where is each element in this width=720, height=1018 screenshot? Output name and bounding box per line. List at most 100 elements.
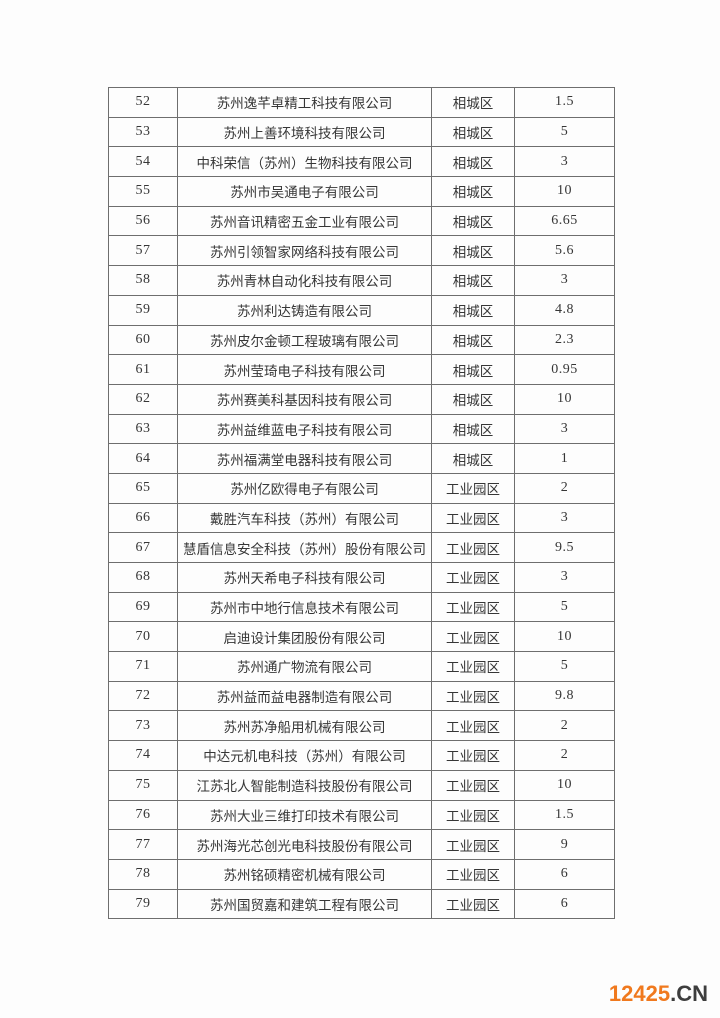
cell-company-name: 苏州大业三维打印技术有限公司 [177,799,432,831]
cell-row-number: 78 [108,858,178,890]
cell-row-number: 71 [108,651,178,682]
table-row: 53 苏州上善环境科技有限公司 相城区 5 [108,116,615,148]
table-row: 68 苏州天希电子科技有限公司 工业园区 3 [108,562,615,593]
cell-row-number: 77 [108,829,178,860]
cell-district: 工业园区 [431,502,515,534]
cell-district: 相城区 [431,413,515,445]
cell-district: 相城区 [431,235,515,267]
cell-amount: 9.8 [514,680,615,712]
cell-company-name: 苏州音讯精密五金工业有限公司 [177,205,432,237]
cell-row-number: 69 [108,591,178,623]
cell-district: 相城区 [431,354,515,385]
cell-row-number: 72 [108,680,178,712]
cell-row-number: 66 [108,502,178,534]
cell-row-number: 62 [108,383,178,415]
cell-company-name: 戴胜汽车科技（苏州）有限公司 [177,502,432,534]
cell-amount: 3 [514,502,615,534]
watermark: 12425.CN [609,983,708,1005]
cell-amount: 5 [514,116,615,148]
cell-company-name: 苏州益而益电器制造有限公司 [177,680,432,712]
cell-amount: 10 [514,176,615,207]
cell-amount: 6 [514,888,615,920]
table-row: 75 江苏北人智能制造科技股份有限公司 工业园区 10 [108,769,615,801]
cell-district: 工业园区 [431,621,515,653]
cell-row-number: 65 [108,472,178,504]
cell-company-name: 苏州铭硕精密机械有限公司 [177,858,432,890]
cell-row-number: 52 [108,87,178,118]
cell-company-name: 苏州逸芊卓精工科技有限公司 [177,87,432,118]
cell-amount: 6 [514,858,615,890]
table-row: 63 苏州益维蓝电子科技有限公司 相城区 3 [108,413,615,445]
cell-district: 相城区 [431,294,515,326]
cell-district: 相城区 [431,324,515,356]
cell-company-name: 苏州福满堂电器科技有限公司 [177,443,432,474]
cell-amount: 2 [514,472,615,504]
cell-company-name: 苏州海光芯创光电科技股份有限公司 [177,829,432,860]
cell-district: 工业园区 [431,472,515,504]
cell-amount: 2 [514,740,615,771]
cell-district: 相城区 [431,87,515,118]
cell-amount: 1 [514,443,615,474]
cell-amount: 9 [514,829,615,860]
cell-row-number: 67 [108,532,178,563]
table-row: 73 苏州苏净船用机械有限公司 工业园区 2 [108,710,615,742]
cell-amount: 2 [514,710,615,742]
cell-district: 工业园区 [431,888,515,920]
cell-company-name: 苏州赛美科基因科技有限公司 [177,383,432,415]
table-row: 56 苏州音讯精密五金工业有限公司 相城区 6.65 [108,205,615,237]
cell-amount: 10 [514,769,615,801]
table-row: 61 苏州莹琦电子科技有限公司 相城区 0.95 [108,354,615,385]
table-row: 77 苏州海光芯创光电科技股份有限公司 工业园区 9 [108,829,615,860]
cell-row-number: 53 [108,116,178,148]
cell-district: 工业园区 [431,769,515,801]
cell-row-number: 70 [108,621,178,653]
cell-company-name: 启迪设计集团股份有限公司 [177,621,432,653]
cell-company-name: 江苏北人智能制造科技股份有限公司 [177,769,432,801]
cell-company-name: 苏州利达铸造有限公司 [177,294,432,326]
cell-amount: 1.5 [514,87,615,118]
cell-company-name: 苏州天希电子科技有限公司 [177,562,432,593]
cell-company-name: 苏州益维蓝电子科技有限公司 [177,413,432,445]
cell-amount: 2.3 [514,324,615,356]
table-row: 59 苏州利达铸造有限公司 相城区 4.8 [108,294,615,326]
table-row: 78 苏州铭硕精密机械有限公司 工业园区 6 [108,858,615,890]
cell-amount: 4.8 [514,294,615,326]
table-row: 67 慧盾信息安全科技（苏州）股份有限公司 工业园区 9.5 [108,532,615,563]
table-row: 79 苏州国贸嘉和建筑工程有限公司 工业园区 6 [108,888,615,920]
cell-row-number: 75 [108,769,178,801]
cell-amount: 5 [514,591,615,623]
cell-row-number: 73 [108,710,178,742]
company-table: 52 苏州逸芊卓精工科技有限公司 相城区 1.5 53 苏州上善环境科技有限公司… [108,87,615,920]
cell-company-name: 苏州青林自动化科技有限公司 [177,265,432,296]
table-row: 60 苏州皮尔金顿工程玻璃有限公司 相城区 2.3 [108,324,615,356]
cell-row-number: 61 [108,354,178,385]
table-row: 74 中达元机电科技（苏州）有限公司 工业园区 2 [108,740,615,771]
cell-district: 工业园区 [431,799,515,831]
cell-row-number: 79 [108,888,178,920]
table-row: 76 苏州大业三维打印技术有限公司 工业园区 1.5 [108,799,615,831]
cell-amount: 10 [514,621,615,653]
cell-amount: 3 [514,413,615,445]
table-row: 64 苏州福满堂电器科技有限公司 相城区 1 [108,443,615,474]
cell-amount: 5 [514,651,615,682]
cell-row-number: 56 [108,205,178,237]
cell-row-number: 60 [108,324,178,356]
cell-row-number: 58 [108,265,178,296]
table-row: 57 苏州引领智家网络科技有限公司 相城区 5.6 [108,235,615,267]
cell-district: 工业园区 [431,829,515,860]
cell-district: 工业园区 [431,680,515,712]
cell-row-number: 59 [108,294,178,326]
cell-company-name: 苏州苏净船用机械有限公司 [177,710,432,742]
cell-amount: 3 [514,562,615,593]
cell-district: 相城区 [431,205,515,237]
cell-district: 相城区 [431,176,515,207]
cell-company-name: 苏州引领智家网络科技有限公司 [177,235,432,267]
cell-district: 相城区 [431,146,515,178]
cell-amount: 5.6 [514,235,615,267]
cell-amount: 6.65 [514,205,615,237]
table-row: 58 苏州青林自动化科技有限公司 相城区 3 [108,265,615,296]
cell-district: 工业园区 [431,562,515,593]
cell-company-name: 苏州市中地行信息技术有限公司 [177,591,432,623]
cell-district: 工业园区 [431,532,515,563]
cell-company-name: 中达元机电科技（苏州）有限公司 [177,740,432,771]
